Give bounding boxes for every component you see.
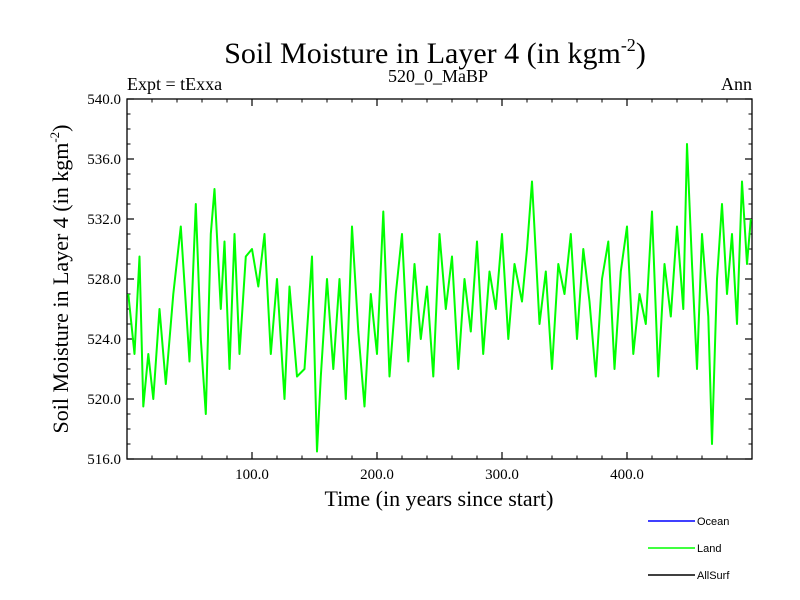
chart-title-main: Soil Moisture in Layer 4 (in kgm (224, 37, 621, 70)
y-axis-label: Soil Moisture in Layer 4 (in kgm-2) (47, 124, 73, 433)
x-tick-label: 100.0 (235, 467, 269, 483)
y-tick-label: 536.0 (87, 152, 121, 168)
chart-title-close: ) (636, 37, 646, 70)
season-label: Ann (721, 74, 752, 94)
plot-frame (126, 98, 753, 460)
y-tick-label: 532.0 (87, 212, 121, 228)
period-label: 520_0_MaBP (388, 66, 488, 86)
chart-title-exponent: -2 (621, 35, 636, 55)
y-tick-label: 524.0 (87, 332, 121, 348)
legend-label-allsurf: AllSurf (697, 570, 730, 582)
legend-label-ocean: Ocean (697, 516, 729, 528)
y-axis-ticks: 516.0 520.0 524.0 528.0 532.0 536.0 540.0 (87, 92, 752, 468)
legend: Ocean Land AllSurf (648, 516, 730, 582)
x-tick-label: 300.0 (485, 467, 519, 483)
x-tick-label: 200.0 (360, 467, 394, 483)
experiment-label: Expt = tExxa (127, 74, 222, 94)
legend-label-land: Land (697, 543, 721, 555)
y-axis-label-exponent: -2 (47, 132, 62, 143)
series-line-land (127, 143, 752, 453)
y-tick-label: 528.0 (87, 272, 121, 288)
chart-title: Soil Moisture in Layer 4 (in kgm-2) (224, 35, 646, 70)
x-tick-label: 400.0 (610, 467, 644, 483)
y-tick-label: 516.0 (87, 452, 121, 468)
x-axis-label: Time (in years since start) (325, 486, 554, 511)
x-axis-ticks: 100.0 200.0 300.0 400.0 (151, 99, 728, 483)
y-axis-label-main: Soil Moisture in Layer 4 (in kgm (48, 143, 73, 434)
series-group (127, 143, 752, 453)
y-tick-label: 520.0 (87, 392, 121, 408)
y-axis-label-close: ) (48, 124, 73, 131)
y-tick-label: 540.0 (87, 92, 121, 108)
